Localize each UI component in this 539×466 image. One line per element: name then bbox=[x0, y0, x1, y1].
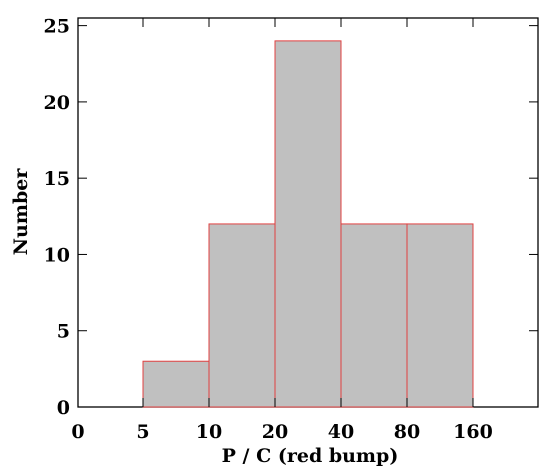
bar-5-10 bbox=[142, 360, 210, 408]
x-tick-label: 20 bbox=[262, 421, 288, 443]
tick-labels-group: 0 5 10 20 40 80 160 0 5 10 15 20 25 bbox=[44, 16, 493, 443]
bar-80-160 bbox=[406, 223, 474, 408]
bar-10-20 bbox=[208, 223, 276, 408]
y-tick-label: 0 bbox=[57, 397, 70, 419]
y-tick-label: 25 bbox=[44, 16, 70, 38]
y-axis-label: Number bbox=[10, 168, 32, 256]
x-tick-label: 160 bbox=[453, 421, 493, 443]
x-tick-label: 80 bbox=[394, 421, 420, 443]
y-tick-label: 5 bbox=[57, 321, 70, 343]
y-tick-label: 10 bbox=[44, 244, 70, 266]
bars-group bbox=[142, 40, 474, 408]
x-tick-label: 0 bbox=[71, 421, 84, 443]
ticks-group bbox=[77, 18, 538, 408]
x-axis-label: P / C (red bump) bbox=[222, 445, 399, 466]
bar-40-80 bbox=[340, 223, 408, 408]
y-tick-label: 15 bbox=[44, 168, 70, 190]
bar-20-40 bbox=[274, 40, 342, 408]
y-tick-label: 20 bbox=[44, 92, 70, 114]
x-tick-label: 5 bbox=[136, 421, 149, 443]
x-tick-label: 40 bbox=[328, 421, 354, 443]
x-tick-label: 10 bbox=[196, 421, 222, 443]
